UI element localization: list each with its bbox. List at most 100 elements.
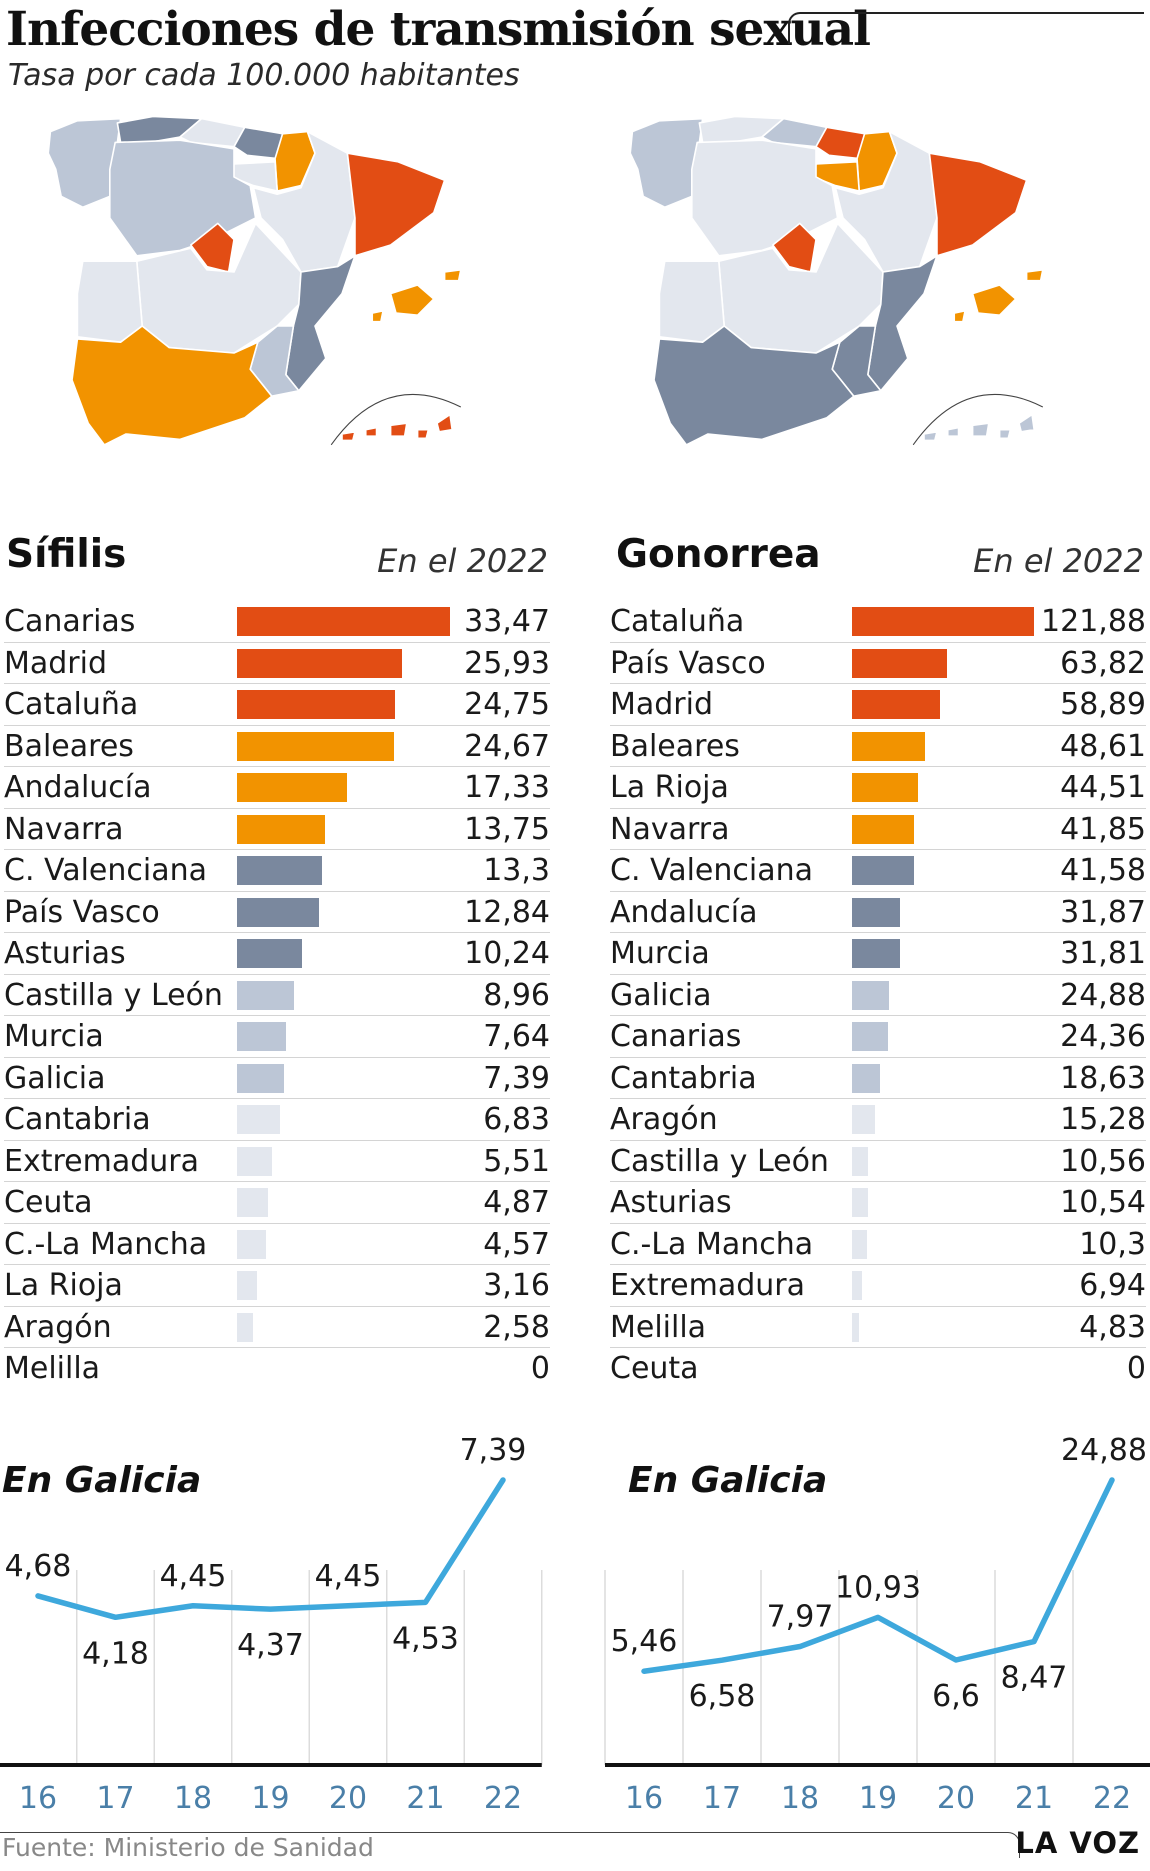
sifilis-table-row: Extremadura 5,51 — [4, 1141, 550, 1182]
sifilis-map-region-galicia — [47, 117, 122, 209]
sifilis-value-label: 10,24 — [464, 936, 550, 971]
sifilis-map-region-baleares — [371, 269, 462, 323]
sifilis-map-region-cantabria — [179, 117, 246, 148]
gonorrea-region-label: Castilla y León — [610, 1143, 829, 1179]
sifilis-bar — [237, 690, 395, 719]
gonorrea-region-label: Madrid — [610, 687, 714, 722]
gonorrea-year-label: En el 2022 — [973, 542, 1144, 580]
sifilis-value-label: 7,39 — [483, 1060, 550, 1096]
gonorrea-galicia-x-tick-label: 22 — [1093, 1781, 1131, 1816]
sifilis-galicia-value-label: 4,68 — [5, 1549, 72, 1584]
sifilis-table-row: País Vasco 12,84 — [4, 892, 550, 933]
gonorrea-table-row: Aragón 15,28 — [610, 1099, 1146, 1141]
gonorrea-region-label: Extremadura — [610, 1268, 805, 1303]
gonorrea-value-label: 41,58 — [1060, 853, 1146, 888]
sifilis-table-row: Baleares 24,67 — [4, 726, 550, 767]
sifilis-table-row: Andalucía 17,33 — [4, 767, 550, 809]
sifilis-map — [47, 115, 462, 446]
gonorrea-bar — [852, 897, 900, 927]
gonorrea-galicia-series-line — [641, 1477, 1115, 1674]
sifilis-galicia-series-line — [35, 1477, 506, 1621]
gonorrea-region-label: Melilla — [610, 1309, 707, 1345]
sifilis-canarias-inset-border — [330, 393, 462, 446]
sifilis-map-region-valencia — [285, 254, 356, 392]
gonorrea-galicia-value-label: 6,58 — [689, 1679, 756, 1714]
gonorrea-table-row: Castilla y León 10,56 — [610, 1141, 1146, 1182]
sifilis-region-label: Baleares — [4, 728, 134, 764]
sifilis-value-label: 25,93 — [464, 645, 550, 681]
gonorrea-value-label: 24,36 — [1060, 1019, 1146, 1054]
sifilis-table-row: C.-La Mancha 4,57 — [4, 1224, 550, 1265]
gonorrea-galicia-x-tick-label: 19 — [859, 1781, 897, 1816]
gonorrea-value-label: 44,51 — [1060, 770, 1146, 805]
gonorrea-table-row: Baleares 48,61 — [610, 726, 1146, 767]
gonorrea-value-label: 10,54 — [1060, 1185, 1146, 1220]
gonorrea-region-label: País Vasco — [610, 645, 766, 681]
title-decoration — [788, 12, 1144, 44]
gonorrea-bar — [852, 1146, 868, 1176]
gonorrea-bar — [852, 607, 1034, 636]
sifilis-galicia-x-tick-label: 17 — [96, 1781, 134, 1816]
gonorrea-galicia-x-tick-label: 17 — [703, 1781, 741, 1816]
gonorrea-value-label: 31,81 — [1060, 936, 1146, 971]
sifilis-bar — [237, 1271, 258, 1300]
sifilis-map-region-canarias — [341, 413, 453, 442]
sifilis-region-label: Aragón — [4, 1309, 112, 1345]
sifilis-bar — [237, 1105, 281, 1134]
sifilis-table-row: Asturias 10,24 — [4, 933, 550, 975]
gonorrea-bar — [852, 1063, 880, 1093]
sifilis-bar — [237, 814, 325, 844]
gonorrea-bar — [852, 1229, 868, 1259]
sifilis-region-label: Andalucía — [4, 770, 152, 805]
sifilis-region-label: Galicia — [4, 1060, 106, 1096]
sifilis-table-row: Aragón 2,58 — [4, 1307, 550, 1348]
gonorrea-value-label: 31,87 — [1060, 894, 1146, 930]
sifilis-value-label: 0 — [530, 1351, 550, 1386]
gonorrea-value-label: 58,89 — [1060, 687, 1146, 722]
sifilis-galicia-value-label: 4,37 — [237, 1628, 304, 1663]
brand-logo: LA VOZ — [1015, 1826, 1140, 1860]
sifilis-table-row: C. Valenciana 13,3 — [4, 850, 550, 892]
gonorrea-value-label: 41,85 — [1060, 811, 1146, 847]
sifilis-bar — [237, 1229, 267, 1259]
sifilis-galicia-title: En Galicia — [2, 1460, 202, 1501]
gonorrea-table-row: Asturias 10,54 — [610, 1182, 1146, 1224]
sifilis-bar — [237, 1312, 254, 1342]
gonorrea-map-region-paisvasco — [815, 126, 866, 160]
gonorrea-galicia-value-label: 7,97 — [767, 1600, 834, 1635]
sifilis-bar — [237, 1063, 285, 1093]
gonorrea-value-label: 15,28 — [1060, 1102, 1146, 1137]
page-subtitle: Tasa por cada 100.000 habitantes — [8, 58, 520, 93]
sifilis-region-label: Cataluña — [4, 687, 139, 722]
gonorrea-table-row: Galicia 24,88 — [610, 975, 1146, 1016]
sifilis-bar — [237, 939, 303, 968]
gonorrea-table-row: País Vasco 63,82 — [610, 643, 1146, 684]
gonorrea-canarias-inset-border — [912, 393, 1044, 446]
sifilis-region-label: C.-La Mancha — [4, 1226, 208, 1262]
sifilis-region-label: Castilla y León — [4, 977, 223, 1013]
gonorrea-value-label: 24,88 — [1060, 977, 1146, 1013]
gonorrea-map-region-baleares — [953, 269, 1044, 323]
sifilis-value-label: 33,47 — [464, 604, 550, 639]
sifilis-galicia-x-tick-label: 20 — [329, 1781, 367, 1816]
sifilis-bar — [237, 773, 348, 802]
gonorrea-bar — [852, 1022, 889, 1051]
sifilis-value-label: 3,16 — [483, 1268, 550, 1303]
sifilis-region-label: Extremadura — [4, 1143, 199, 1179]
sifilis-galicia-value-label: 4,45 — [315, 1559, 382, 1594]
gonorrea-bar — [852, 856, 915, 885]
sifilis-map-region-cataluna — [346, 152, 446, 257]
sifilis-map-region-madrid — [189, 222, 235, 273]
gonorrea-map-region-extremadura — [658, 260, 726, 344]
sifilis-galicia-chart: 4,68 4,18 4,45 4,37 4,45 4,53 7,39 16 17 18 19 20 21… — [0, 1433, 543, 1816]
gonorrea-table-row: Ceuta 0 — [610, 1348, 1146, 1390]
gonorrea-value-label: 48,61 — [1060, 728, 1146, 764]
sifilis-bar — [237, 731, 394, 761]
gonorrea-table-row: Melilla 4,83 — [610, 1307, 1146, 1348]
gonorrea-value-label: 10,3 — [1079, 1226, 1146, 1262]
sifilis-bar — [237, 897, 319, 927]
gonorrea-region-label: Murcia — [610, 936, 710, 971]
sifilis-galicia-value-label: 7,39 — [460, 1433, 527, 1468]
sifilis-bar — [237, 1146, 273, 1176]
gonorrea-region-label: Andalucía — [610, 894, 758, 930]
